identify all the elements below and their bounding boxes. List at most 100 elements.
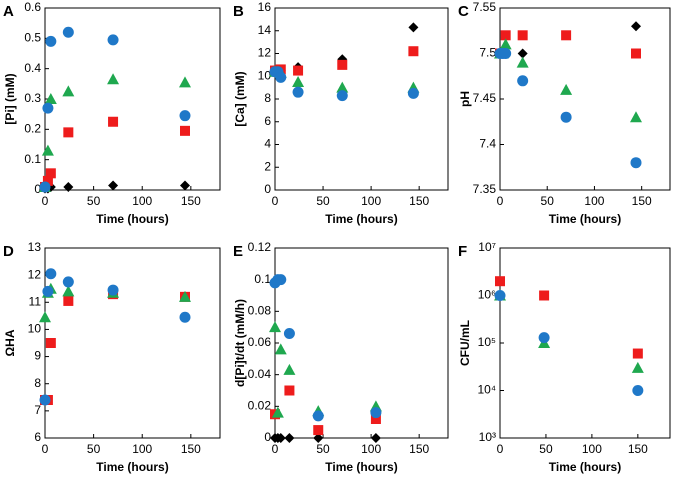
- x-tick-label: 100: [584, 194, 604, 208]
- diamond-marker: [408, 22, 419, 33]
- y-tick-label: 7.4: [479, 137, 496, 151]
- triangle-marker: [292, 75, 305, 87]
- square-marker: [45, 168, 56, 179]
- panel-label: D: [3, 243, 14, 260]
- x-tick-label: 150: [181, 194, 201, 208]
- square-marker: [293, 65, 304, 76]
- y-tick-label: 0.12: [248, 240, 272, 254]
- circle-marker: [42, 285, 54, 297]
- y-tick-label: 7.55: [473, 0, 497, 14]
- square-marker: [337, 59, 348, 70]
- square-marker: [561, 30, 572, 41]
- circle-marker: [292, 86, 304, 98]
- y-tick-label: 0.6: [24, 0, 41, 14]
- panel-label: A: [3, 3, 14, 20]
- y-axis-label: [Pi] (mM): [3, 73, 17, 124]
- x-tick-label: 0: [497, 194, 504, 208]
- diamond-marker: [63, 181, 74, 192]
- circle-marker: [283, 328, 295, 339]
- x-tick-label: 100: [132, 194, 152, 208]
- square-marker: [284, 385, 295, 396]
- x-axis-label: Time (hours): [549, 212, 621, 226]
- y-tick-label: 0.3: [24, 91, 41, 105]
- y-axis-label: [Ca] (mM): [233, 71, 247, 126]
- diamond-marker: [517, 48, 528, 59]
- x-tick-label: 50: [541, 194, 555, 208]
- circle-marker: [42, 102, 54, 114]
- circle-marker: [39, 181, 51, 193]
- square-marker: [495, 276, 505, 287]
- y-tick-label: 7.35: [473, 182, 497, 196]
- diamond-marker: [108, 180, 119, 191]
- y-tick-label: 7.5: [479, 46, 496, 60]
- y-tick-label: 6: [34, 430, 41, 444]
- x-tick-label: 150: [409, 442, 429, 456]
- circle-marker: [538, 332, 550, 344]
- y-tick-label: 12: [258, 46, 272, 60]
- y-tick-label: 0.4: [24, 61, 41, 75]
- y-tick-label: 11: [29, 294, 42, 308]
- circle-marker: [39, 394, 51, 406]
- y-axis-label: ΩHA: [3, 329, 17, 356]
- y-tick-label: 0.04: [248, 367, 272, 381]
- y-tick-label: 0.5: [24, 31, 41, 45]
- triangle-marker: [107, 73, 120, 85]
- y-tick-label: 10⁴: [477, 383, 496, 397]
- plot-frame: [44, 247, 221, 439]
- circle-marker: [500, 48, 512, 59]
- circle-marker: [632, 385, 644, 396]
- circle-marker: [560, 111, 572, 123]
- y-tick-label: 12: [28, 267, 42, 281]
- circle-marker: [45, 268, 57, 280]
- circle-marker: [275, 274, 287, 286]
- circle-marker: [370, 407, 382, 419]
- triangle-marker: [271, 406, 284, 418]
- diamond-marker: [284, 433, 295, 443]
- x-axis-label: Time (hours): [549, 460, 621, 474]
- triangle-marker: [179, 76, 191, 88]
- y-tick-label: 10: [258, 68, 272, 82]
- y-tick-label: 7.45: [473, 91, 497, 105]
- diamond-marker: [631, 21, 641, 32]
- y-tick-label: 0.08: [248, 304, 272, 318]
- circle-marker: [517, 75, 529, 87]
- square-marker: [63, 127, 74, 138]
- triangle-marker: [274, 343, 287, 355]
- x-tick-label: 150: [409, 194, 429, 208]
- plot-frame: [274, 247, 449, 439]
- square-marker: [42, 175, 53, 186]
- circle-marker: [630, 157, 642, 169]
- square-marker: [500, 30, 511, 41]
- square-marker: [45, 338, 56, 348]
- circle-marker: [179, 110, 191, 122]
- y-tick-label: 10⁶: [478, 288, 496, 302]
- circle-marker: [312, 410, 324, 422]
- circle-marker: [407, 87, 419, 99]
- square-marker: [632, 348, 643, 359]
- diamond-marker: [180, 180, 190, 191]
- triangle-marker: [62, 285, 75, 297]
- panel-label: C: [458, 3, 469, 20]
- x-tick-label: 100: [361, 442, 381, 456]
- y-tick-label: 0: [34, 182, 41, 196]
- circle-marker: [107, 284, 119, 296]
- circle-marker: [494, 290, 506, 301]
- triangle-marker: [179, 290, 191, 302]
- square-marker: [180, 125, 190, 136]
- y-tick-label: 0: [264, 430, 271, 444]
- y-tick-label: 0.02: [248, 399, 272, 413]
- y-tick-label: 9: [34, 349, 41, 363]
- y-tick-label: 10³: [479, 430, 496, 444]
- x-tick-label: 50: [316, 194, 330, 208]
- x-axis-label: Time (hours): [96, 212, 168, 226]
- x-tick-label: 0: [272, 442, 279, 456]
- y-tick-label: 0.1: [254, 272, 271, 286]
- triangle-marker: [62, 85, 75, 97]
- panel-label: B: [233, 3, 244, 20]
- y-tick-label: 10⁷: [478, 240, 496, 254]
- y-tick-label: 10: [28, 322, 42, 336]
- x-tick-label: 50: [316, 442, 330, 456]
- y-tick-label: 16: [258, 0, 272, 14]
- panel-label: E: [233, 243, 243, 260]
- diamond-marker: [313, 433, 324, 443]
